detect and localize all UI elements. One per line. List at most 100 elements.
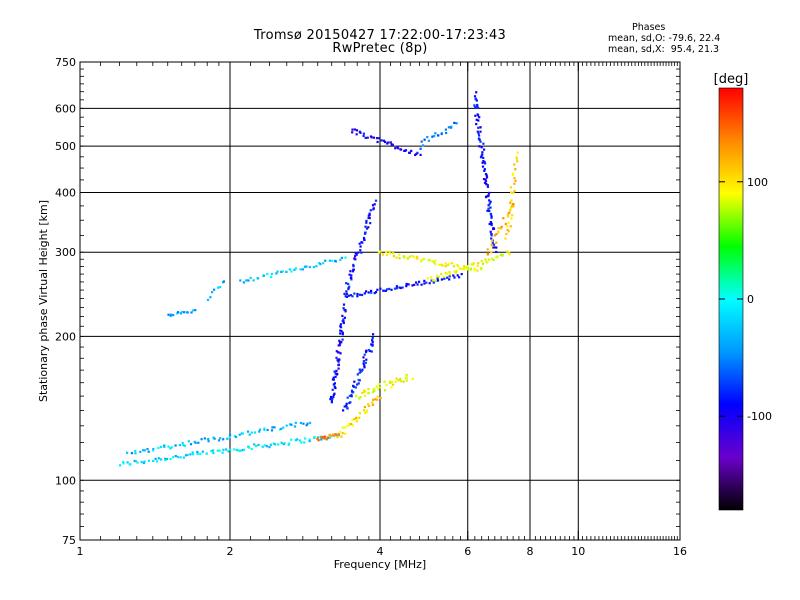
echo-point [290, 423, 293, 426]
echo-point [474, 106, 477, 109]
echo-point [374, 291, 378, 294]
echo-point [370, 291, 373, 294]
echo-point [487, 207, 490, 210]
echo-point [489, 221, 492, 224]
echo-point [257, 277, 260, 280]
echo-point [343, 292, 346, 295]
echo-point [489, 200, 492, 203]
echo-point [332, 378, 335, 381]
echo-point [296, 438, 299, 441]
echo-point [339, 323, 342, 326]
echo-point [328, 433, 331, 437]
echo-point [275, 272, 278, 275]
echo-point [337, 433, 340, 436]
echo-point [440, 273, 443, 276]
echo-point [398, 253, 401, 256]
echo-point [508, 251, 511, 254]
echo-point [317, 436, 320, 439]
echo-point [379, 250, 382, 253]
echo-point [395, 285, 398, 288]
echo-point [367, 226, 370, 229]
echo-point [411, 284, 414, 287]
echo-point [410, 149, 413, 152]
echo-point [221, 451, 224, 454]
colorbar-label: [deg] [714, 72, 749, 87]
echo-point [515, 157, 519, 160]
echo-point [209, 296, 212, 299]
echo-point [443, 275, 446, 278]
echo-point [483, 181, 487, 184]
echo-point [229, 433, 232, 437]
echo-point [342, 307, 345, 310]
echo-point [486, 185, 489, 188]
echo-point [276, 270, 279, 273]
echo-point [285, 270, 288, 273]
echo-point [362, 409, 366, 412]
echo-point [194, 441, 197, 444]
echo-point [390, 288, 393, 291]
echo-point [477, 119, 480, 122]
echo-point [475, 118, 478, 121]
echo-point [420, 140, 423, 143]
echo-point [473, 269, 476, 272]
echo-point [207, 440, 210, 443]
echo-point [378, 383, 381, 386]
echo-point [134, 452, 137, 455]
echo-point [373, 292, 376, 295]
echo-point [428, 282, 431, 285]
echo-point [416, 255, 419, 258]
echo-point [347, 282, 350, 286]
echo-point [395, 287, 398, 290]
echo-point [504, 222, 507, 225]
echo-point [302, 422, 305, 425]
echo-point [301, 268, 304, 271]
echo-point [322, 436, 325, 439]
echo-point [217, 286, 220, 289]
echo-point [512, 203, 515, 206]
chart-title: Tromsø 20150427 17:22:00-17:23:43 [253, 28, 507, 43]
echo-point [420, 259, 423, 262]
echo-point [347, 294, 350, 297]
echo-point [257, 443, 260, 447]
echo-point [203, 437, 206, 440]
echo-point [479, 156, 483, 159]
y-tick-label: 75 [62, 534, 76, 547]
echo-point [371, 340, 374, 343]
echo-point [395, 256, 398, 259]
echo-point [444, 262, 447, 265]
echo-point [480, 268, 483, 271]
echo-point [333, 392, 336, 395]
echo-point [200, 438, 203, 441]
echo-point [378, 386, 381, 389]
echo-point [382, 139, 386, 142]
echo-point [493, 246, 496, 249]
echo-point [400, 380, 403, 383]
echo-point [373, 389, 376, 392]
echo-point [483, 148, 486, 151]
echo-point [480, 154, 483, 157]
echo-point [474, 97, 477, 100]
echo-point [339, 332, 342, 335]
colorbar-tick-label: 100 [747, 176, 768, 189]
echo-point [407, 283, 410, 286]
echo-point [431, 279, 435, 282]
echo-point [190, 311, 193, 314]
echo-point [383, 389, 387, 392]
echo-point [405, 379, 408, 382]
colorbar-ticks: 100 0 -100 [719, 176, 772, 423]
echo-point [217, 439, 221, 442]
echo-point [330, 401, 333, 404]
echo-point [505, 232, 508, 236]
echo-point [261, 445, 264, 448]
x-axis-label: Frequency [MHz] [334, 558, 426, 571]
echo-point [405, 282, 408, 286]
echo-point [469, 267, 473, 270]
echo-point [416, 283, 419, 286]
echo-point [315, 265, 318, 268]
echo-point [516, 151, 519, 154]
echo-point [376, 288, 379, 291]
echo-point [508, 211, 511, 215]
echo-point [355, 133, 358, 136]
echo-point [371, 401, 374, 404]
echo-point [216, 449, 219, 452]
